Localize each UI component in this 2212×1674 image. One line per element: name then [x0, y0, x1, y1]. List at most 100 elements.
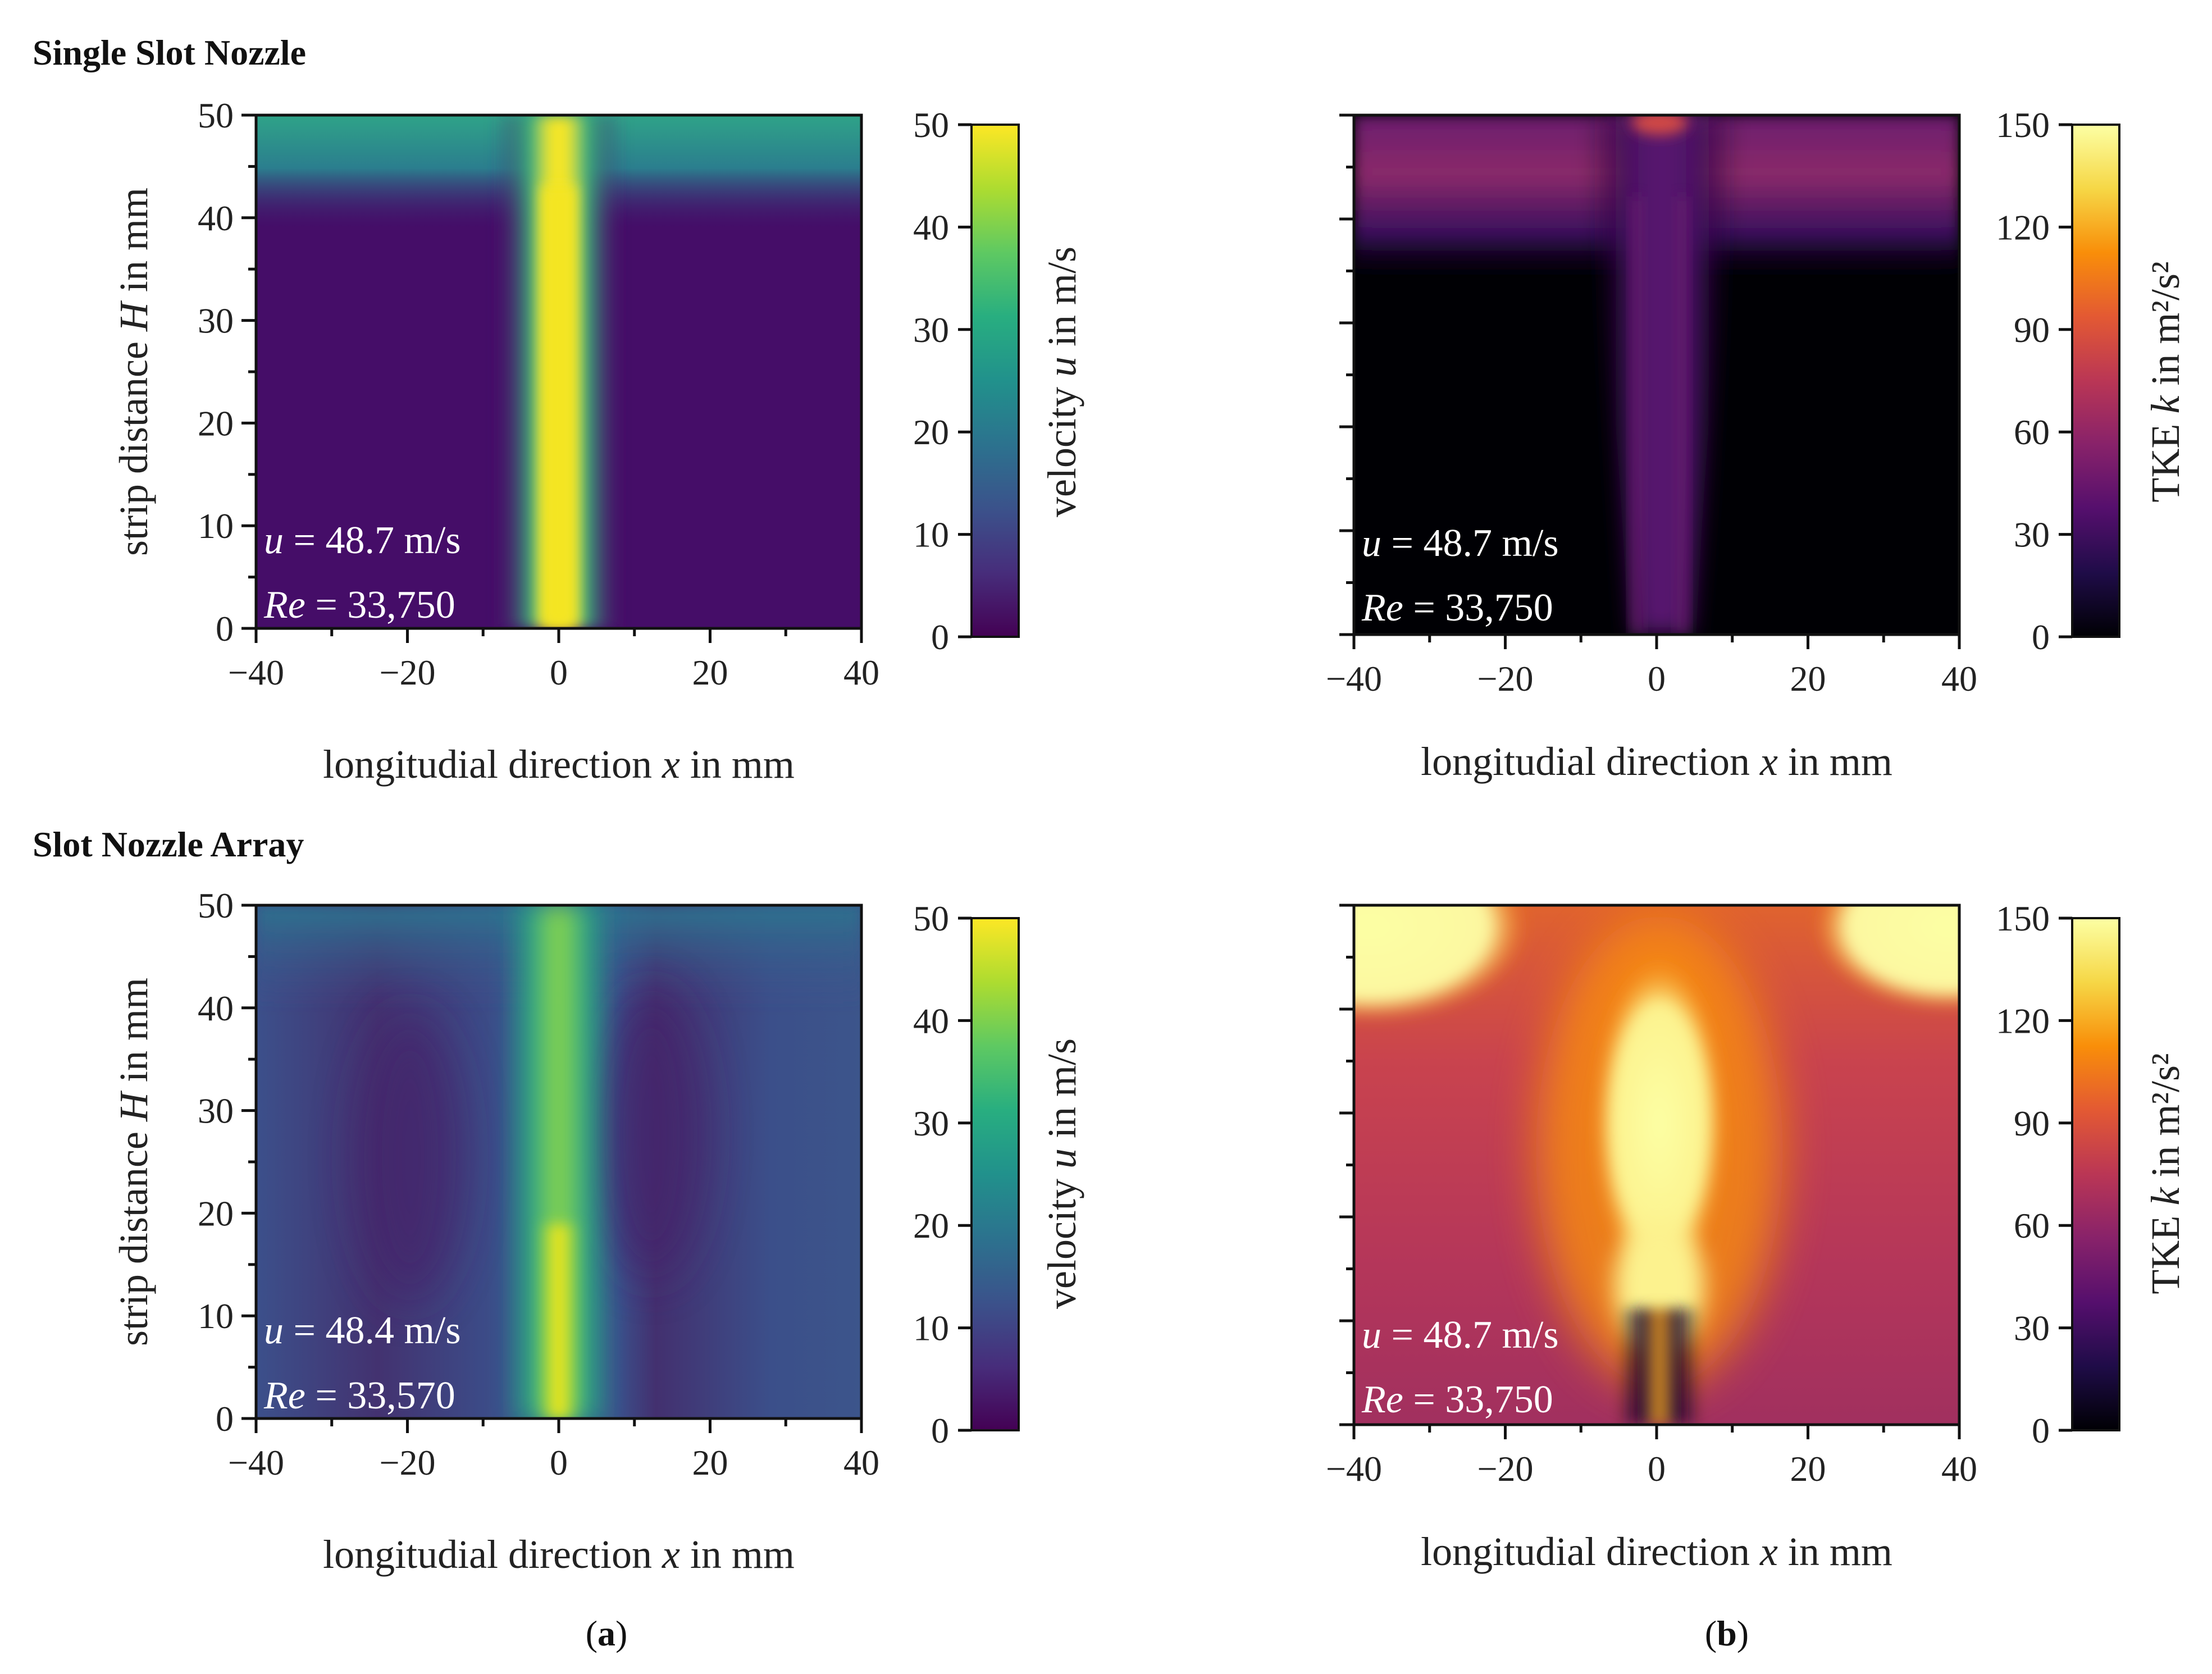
core-hot	[1592, 955, 1727, 1292]
colorbar-tick-label: 10	[913, 515, 949, 555]
heatmap-single-velocity	[256, 115, 861, 628]
x-tick-label: −40	[228, 1443, 284, 1483]
potential-core-dark	[1617, 1308, 1702, 1425]
colorbar-tke-single	[2071, 124, 2120, 638]
hot-corner-right	[1814, 905, 1959, 1011]
y-tick-label: 20	[198, 1193, 234, 1233]
heatmap-array-tke	[1354, 905, 1959, 1425]
colorbar-velocity-array	[970, 917, 1020, 1431]
colorbar-label-tke-array: TKE k in m²/s²	[2143, 1053, 2188, 1294]
x-tick-label: −40	[228, 653, 284, 692]
colorbar-tick-label: 150	[1996, 105, 2050, 145]
panel-caption-a: (a)	[586, 1613, 628, 1653]
row-title-single: Single Slot Nozzle	[33, 33, 306, 72]
x-tick-label: 0	[550, 653, 568, 692]
jet-core	[541, 185, 576, 628]
colorbar-tick-label: 20	[913, 412, 949, 452]
annotation-array-velocity: u = 48.4 m/s Re = 33,570	[263, 1309, 461, 1417]
x-tick-label: 0	[550, 1443, 568, 1483]
annotation-reynolds: Re = 33,570	[263, 1374, 455, 1417]
y-tick-label: 20	[198, 403, 234, 443]
colorbar-tick-label: 40	[913, 1001, 949, 1041]
axes-single-velocity: −40 −20 0 20 40 0 10 20 30 40 50	[198, 95, 879, 692]
annotation-velocity: u = 48.7 m/s	[1362, 522, 1559, 565]
low-speed-left	[357, 1011, 463, 1303]
x-tick-label: −20	[1477, 659, 1533, 699]
colorbar-tick-label: 120	[1996, 207, 2050, 247]
y-tick-label: 40	[198, 198, 234, 238]
heatmap-array-velocity	[256, 905, 861, 1418]
axes-array-velocity: −40 −20 0 20 40 0 10 20 30 40 50	[198, 886, 879, 1483]
row-title-array: Slot Nozzle Array	[33, 824, 304, 864]
y-tick-label: 0	[216, 609, 234, 649]
colorbar-label-tke-single: TKE k in m²/s²	[2143, 261, 2188, 502]
colorbar-tke-array	[2071, 917, 2120, 1431]
y-tick-label: 10	[198, 506, 234, 546]
annotation-single-tke: u = 48.7 m/s Re = 33,750	[1361, 522, 1559, 630]
colorbar-tick-label: 0	[2032, 1411, 2050, 1451]
colorbar-tick-label: 120	[1996, 1001, 2050, 1041]
x-tick-label: −20	[379, 653, 435, 692]
x-axis-label-single-velocity: longitudial direction x in mm	[323, 742, 795, 787]
y-tick-label: 30	[198, 1091, 234, 1131]
x-tick-label: 40	[843, 653, 879, 692]
colorbar-label-velocity-array: velocity u in m/s	[1039, 1038, 1084, 1309]
colorbar-tick-label: 20	[913, 1206, 949, 1246]
colorbar-tick-label: 90	[2014, 1103, 2050, 1143]
x-tick-label: −40	[1326, 659, 1382, 699]
top-hot-spot	[1631, 115, 1687, 135]
colorbar-tick-label: 0	[2032, 617, 2050, 657]
annotation-velocity: u = 48.7 m/s	[1362, 1313, 1559, 1357]
y-tick-label: 40	[198, 988, 234, 1028]
x-tick-label: 20	[692, 1443, 728, 1483]
colorbar-tick-label: 60	[2014, 412, 2050, 452]
annotation-reynolds: Re = 33,750	[1361, 586, 1553, 630]
colorbar-tick-label: 30	[2014, 515, 2050, 555]
colorbar-tick-label: 50	[913, 105, 949, 145]
annotation-array-tke: u = 48.7 m/s Re = 33,750	[1361, 1313, 1559, 1421]
x-tick-label: 20	[692, 653, 728, 692]
shear-left	[1631, 197, 1643, 635]
y-tick-label: 30	[198, 301, 234, 341]
annotation-velocity: u = 48.4 m/s	[264, 1309, 461, 1352]
x-axis-label-single-tke: longitudial direction x in mm	[1421, 739, 1892, 784]
x-axis-label-array-velocity: longitudial direction x in mm	[323, 1532, 795, 1577]
y-tick-label: 10	[198, 1296, 234, 1336]
low-speed-right	[598, 988, 705, 1280]
colorbar-ticks-single-tke: 0 30 60 90 120 150	[1996, 105, 2072, 657]
x-tick-label: 40	[843, 1443, 879, 1483]
colorbar-label-velocity-single: velocity u in m/s	[1039, 247, 1084, 517]
colorbar-tick-label: 60	[2014, 1206, 2050, 1246]
colorbar-tick-label: 150	[1996, 898, 2050, 938]
x-tick-label: 20	[1790, 1449, 1826, 1489]
colorbar-ticks-array-velocity: 0 10 20 30 40 50	[913, 898, 972, 1451]
x-tick-label: −20	[379, 1443, 435, 1483]
x-tick-label: 40	[1941, 659, 1977, 699]
hot-corner-left	[1354, 905, 1527, 1022]
x-axis-label-array-tke: longitudial direction x in mm	[1421, 1529, 1892, 1574]
colorbar-tick-label: 30	[913, 1103, 949, 1143]
axes-single-tke: −40 −20 0 20 40	[1326, 113, 1977, 699]
colorbar-tick-label: 0	[931, 1411, 949, 1451]
x-tick-label: 20	[1790, 659, 1826, 699]
annotation-velocity: u = 48.7 m/s	[264, 519, 461, 562]
colorbar-tick-label: 30	[2014, 1308, 2050, 1348]
x-tick-label: −20	[1477, 1449, 1533, 1489]
x-tick-label: 40	[1941, 1449, 1977, 1489]
shear-right	[1676, 197, 1687, 635]
panel-caption-b: (b)	[1705, 1613, 1749, 1653]
colorbar-ticks-array-tke: 0 30 60 90 120 150	[1996, 898, 2072, 1451]
colorbar-tick-label: 30	[913, 310, 949, 350]
colorbar-tick-label: 50	[913, 898, 949, 938]
colorbar-tick-label: 0	[931, 617, 949, 657]
x-tick-label: 0	[1648, 659, 1666, 699]
annotation-reynolds: Re = 33,750	[1361, 1378, 1553, 1421]
y-tick-label: 50	[198, 95, 234, 135]
axes-array-tke: −40 −20 0 20 40	[1326, 904, 1977, 1489]
x-tick-label: 0	[1648, 1449, 1666, 1489]
y-axis-label-single-velocity: strip distance H in mm	[111, 188, 156, 556]
annotation-reynolds: Re = 33,750	[263, 583, 455, 627]
jet-core-bottom	[536, 1224, 581, 1418]
jet-shear-layer	[1589, 115, 1735, 635]
